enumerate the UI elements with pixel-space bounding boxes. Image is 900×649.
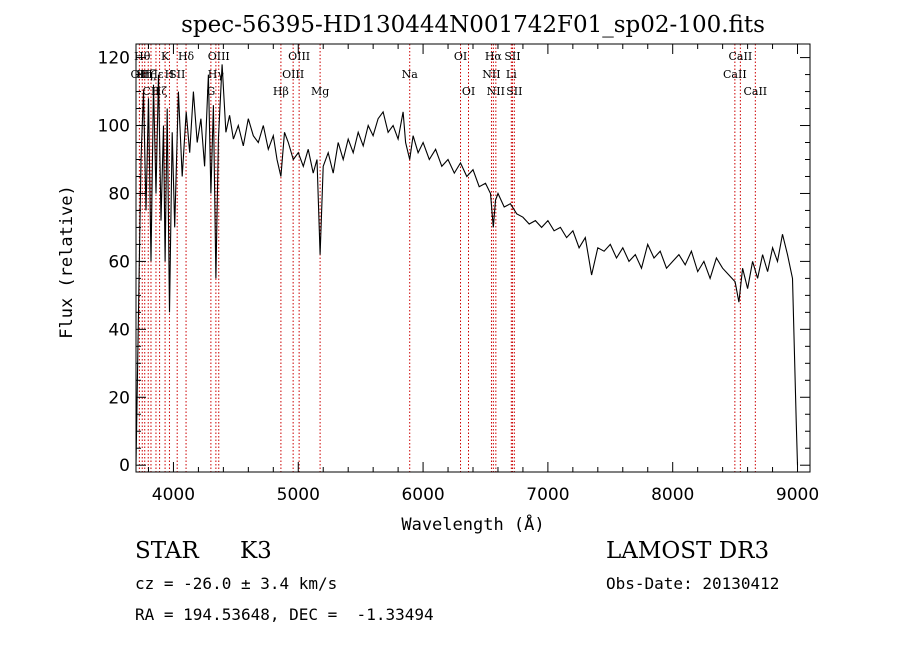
spectral-subclass: K3 (240, 538, 272, 564)
line-marker-label-3: Hζ (140, 68, 156, 81)
x-axis-ticks: 4000 5000 6000 7000 8000 9000 (147, 44, 819, 505)
line-marker-label-9: SII (169, 68, 185, 81)
line-marker-label-15: OIII (282, 68, 304, 81)
line-marker-label-5: Hε (148, 68, 164, 81)
line-marker-label-16: OIII (288, 50, 310, 63)
plot-frame (135, 43, 811, 473)
line-marker-label-17: Mg (311, 85, 329, 98)
line-marker-label-4: CII (142, 85, 159, 98)
spectrum-line (135, 64, 799, 466)
survey-name: LAMOST DR3 (606, 538, 770, 564)
line-marker-label-8: H (165, 68, 175, 81)
y-tick-label-3: 60 (108, 252, 130, 272)
x-tick-label-4: 8000 (651, 485, 694, 505)
line-marker-label-2: Hη (137, 68, 153, 81)
x-tick-label-0: 4000 (152, 485, 195, 505)
line-marker-label-14: Hβ (273, 85, 289, 98)
chart-title: spec-56395-HD130444N001742F01_sp02-100.f… (181, 12, 765, 38)
line-marker-label-12: Hγ (208, 68, 225, 81)
x-tick-label-1: 5000 (277, 485, 320, 505)
line-marker-label-26: SII (506, 85, 522, 98)
line-marker-label-24: Li (506, 68, 517, 81)
x-axis-label: Wavelength (Å) (401, 513, 544, 535)
y-tick-label-2: 40 (108, 320, 130, 340)
line-marker-label-13: OIII (208, 50, 230, 63)
y-tick-label-1: 20 (108, 388, 130, 408)
line-marker-label-18: Na (402, 68, 419, 81)
line-marker-labels: OIIHθHηHζCIIHεHζKHSIIHδGHγOIIIHβOIIIOIII… (131, 50, 768, 98)
x-tick-label-3: 7000 (526, 485, 569, 505)
x-tick-label-2: 6000 (401, 485, 444, 505)
observation-date: Obs-Date: 20130412 (606, 574, 780, 593)
line-marker-label-27: CaII (723, 68, 747, 81)
line-marker-label-19: OI (454, 50, 467, 63)
x-tick-label-5: 9000 (776, 485, 819, 505)
y-tick-label-5: 100 (98, 117, 130, 137)
y-axis-label: Flux (relative) (57, 185, 77, 339)
y-tick-label-6: 120 (98, 49, 130, 69)
line-marker-label-7: K (161, 50, 170, 63)
line-marker-label-11: G (206, 85, 215, 98)
line-marker-label-21: NII (482, 68, 500, 81)
line-marker-label-10: Hδ (178, 50, 195, 63)
line-marker-label-28: CaII (729, 50, 753, 63)
line-marker-label-6: Hζ (152, 85, 168, 98)
coordinates: RA = 194.53648, DEC = -1.33494 (135, 605, 434, 624)
redshift-velocity: cz = -26.0 ± 3.4 km/s (135, 574, 338, 593)
line-marker-label-20: OI (462, 85, 475, 98)
object-type: STAR (135, 538, 199, 564)
line-marker-label-1: Hθ (134, 50, 151, 63)
y-tick-label-0: 0 (119, 456, 130, 476)
line-marker-label-22: Hα (485, 50, 503, 63)
line-marker-label-23: NII (487, 85, 505, 98)
y-tick-label-4: 80 (108, 184, 130, 204)
line-marker-label-29: CaII (743, 85, 767, 98)
line-marker-label-25: SII (504, 50, 520, 63)
y-axis-ticks: 0 20 40 60 80 100 120 (98, 49, 810, 476)
